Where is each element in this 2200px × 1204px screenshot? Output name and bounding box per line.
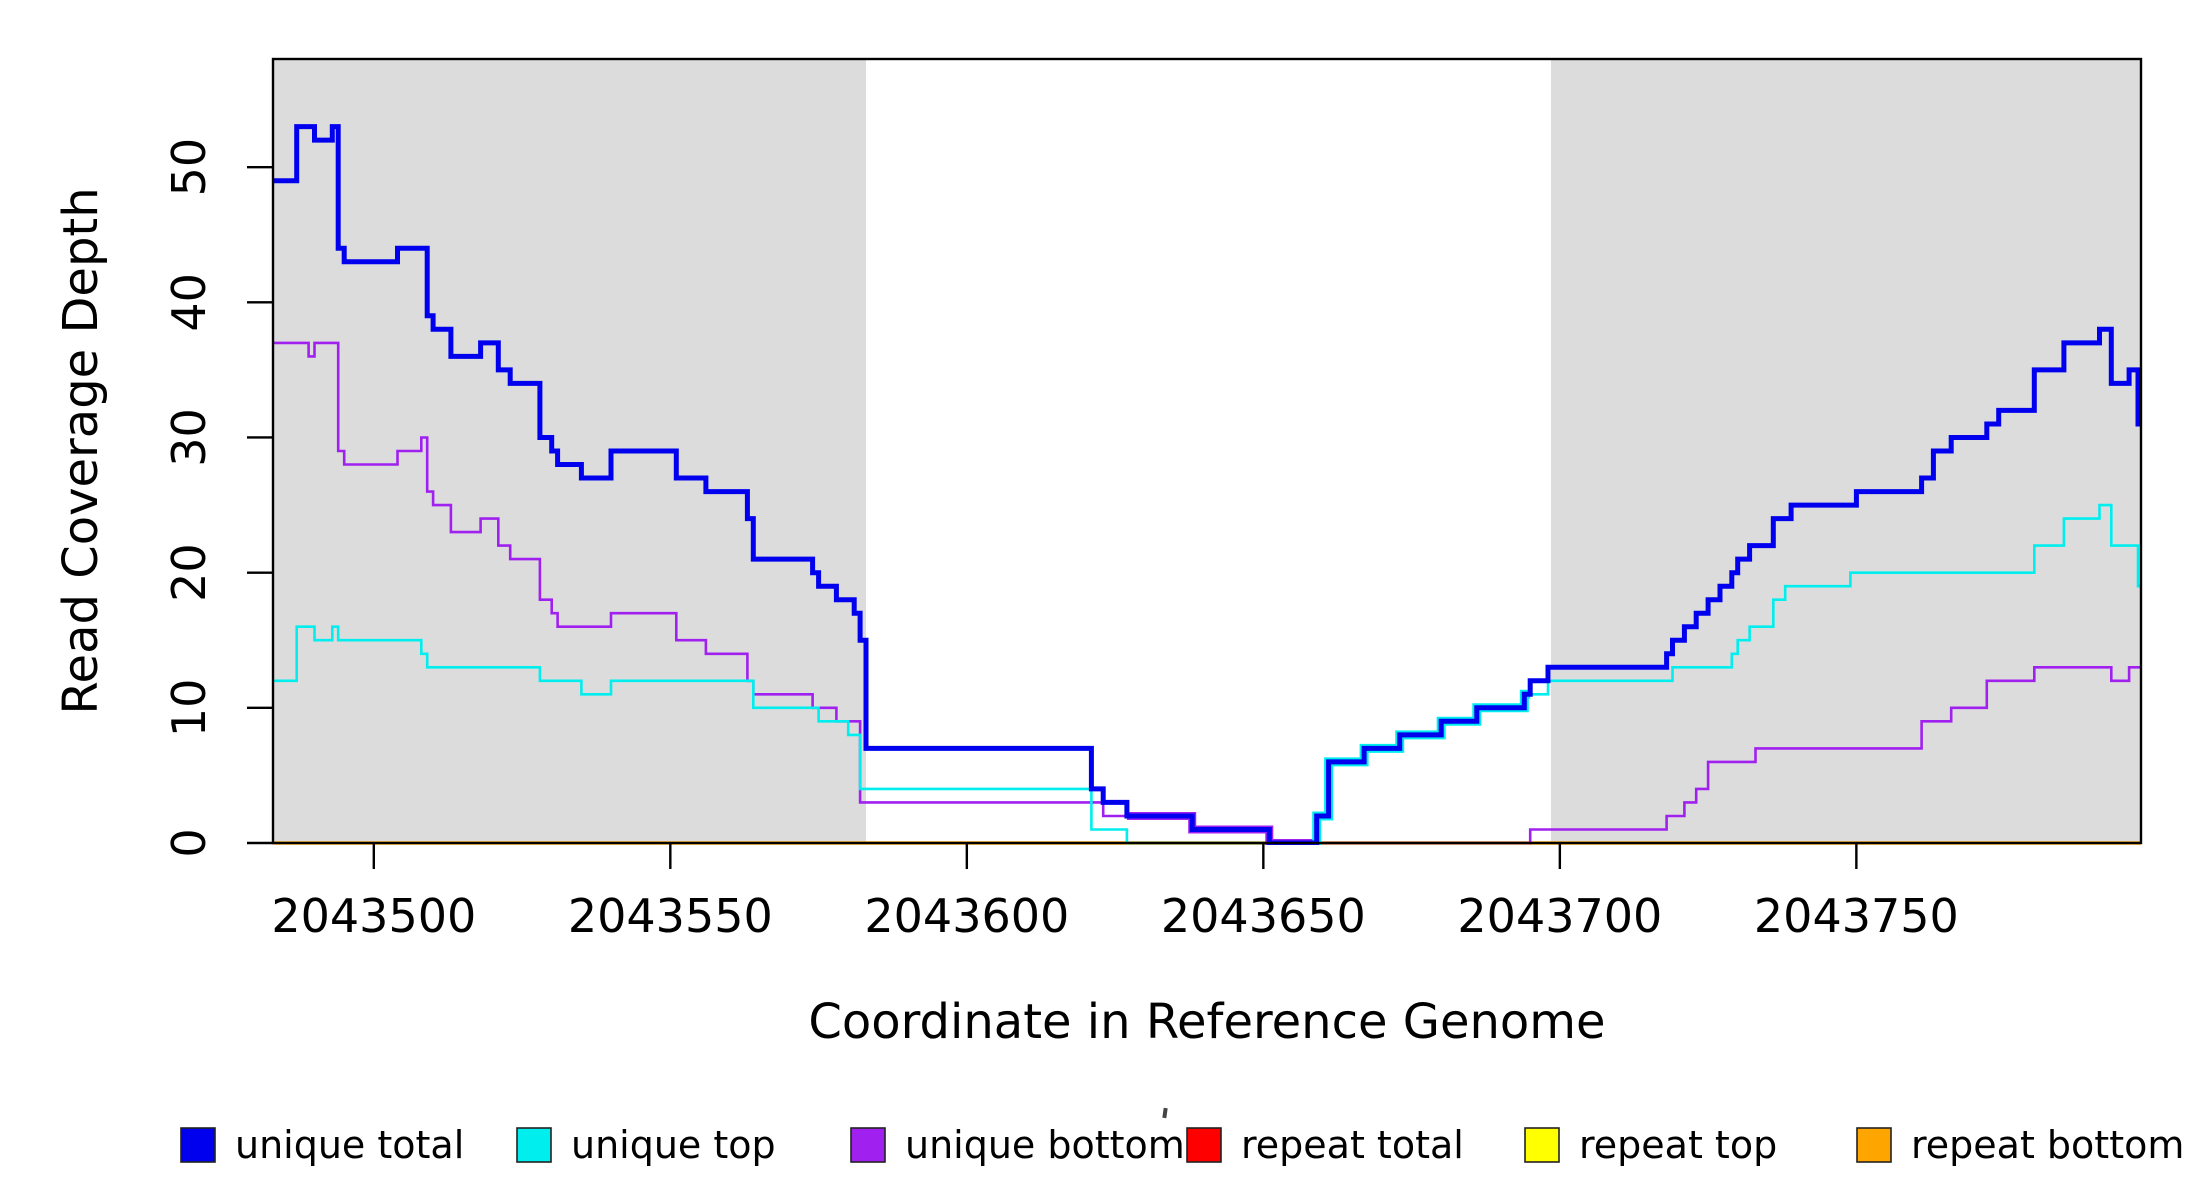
y-tick-label-3: 30 [162, 408, 216, 467]
x-tick-label-1: 2043550 [568, 889, 773, 943]
plot-border [271, 57, 2143, 845]
y-tick-label-5: 50 [162, 138, 216, 197]
y-axis-title: Read Coverage Depth [53, 187, 109, 714]
y-axis-ticks: 0 10 20 30 40 50 [162, 138, 273, 858]
x-tick-label-2: 2043600 [864, 889, 1069, 943]
y-tick-label-2: 20 [162, 543, 216, 602]
x-tick-label-3: 2043650 [1161, 889, 1366, 943]
legend-item-repeat-bottom: repeat bottom [1856, 1123, 2184, 1167]
legend-item-repeat-top: repeat top [1524, 1123, 1777, 1167]
legend-label: repeat top [1579, 1123, 1777, 1167]
legend-label: unique top [571, 1123, 776, 1167]
legend-swatch-unique-bottom [850, 1127, 886, 1163]
y-tick-label-0: 0 [162, 828, 216, 857]
legend-label: unique bottom [905, 1123, 1185, 1167]
y-tick-label-1: 10 [162, 679, 216, 738]
legend-item-unique-bottom: unique bottom [850, 1123, 1185, 1167]
legend-swatch-unique-total [180, 1127, 216, 1163]
legend-label: repeat total [1241, 1123, 1464, 1167]
x-tick-label-5: 2043750 [1754, 889, 1959, 943]
gray-band-0 [273, 59, 867, 843]
x-tick-label-4: 2043700 [1457, 889, 1662, 943]
legend-item-unique-top: unique top [516, 1123, 776, 1167]
legend-label: unique total [235, 1123, 464, 1167]
legend-swatch-repeat-bottom [1856, 1127, 1892, 1163]
legend-label: repeat bottom [1911, 1123, 2184, 1167]
x-axis-title: Coordinate in Reference Genome [808, 994, 1605, 1050]
legend-swatch-repeat-top [1524, 1127, 1560, 1163]
legend-item-repeat-total: repeat total [1186, 1123, 1464, 1167]
y-tick-label-4: 40 [162, 273, 216, 332]
shaded-bands [273, 59, 2141, 843]
legend-swatch-repeat-total [1186, 1127, 1222, 1163]
x-axis-ticks: 2043500 2043550 2043600 2043650 2043700 20437… [271, 843, 1959, 943]
x-tick-label-0: 2043500 [271, 889, 476, 943]
legend: unique total unique top unique bottom repea… [180, 1123, 2184, 1167]
legend-item-unique-total: unique total [180, 1123, 464, 1167]
legend-swatch-unique-top [516, 1127, 552, 1163]
stray-mark [1162, 1107, 1168, 1119]
gray-band-1 [1550, 59, 2141, 843]
